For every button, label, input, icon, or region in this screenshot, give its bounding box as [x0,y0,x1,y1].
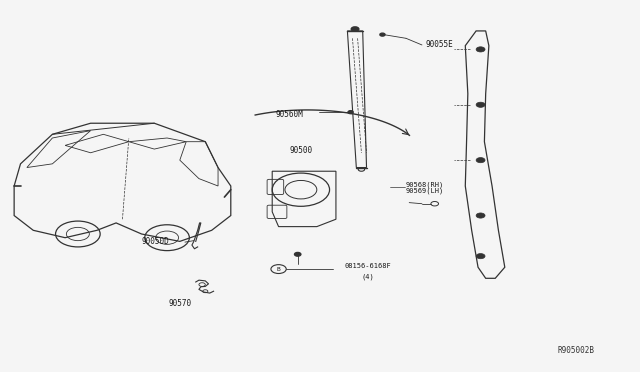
Circle shape [476,102,485,108]
Text: (4): (4) [362,274,374,280]
Circle shape [476,158,485,163]
Circle shape [380,33,385,36]
Text: 90560M: 90560M [275,109,303,119]
Text: 90570: 90570 [168,299,191,308]
Circle shape [351,27,359,31]
Text: B: B [276,267,280,272]
Circle shape [476,254,485,259]
Text: 90050D: 90050D [141,237,170,246]
Circle shape [294,253,301,256]
Circle shape [476,47,485,52]
Text: 90569(LH): 90569(LH) [405,187,444,194]
Text: R905002B: R905002B [557,346,594,355]
Circle shape [476,213,485,218]
Text: 90055E: 90055E [425,41,453,49]
Circle shape [348,111,353,113]
Text: 90500: 90500 [289,147,312,155]
Text: 08156-6168F: 08156-6168F [344,263,391,269]
Text: 90568(RH): 90568(RH) [405,182,444,188]
